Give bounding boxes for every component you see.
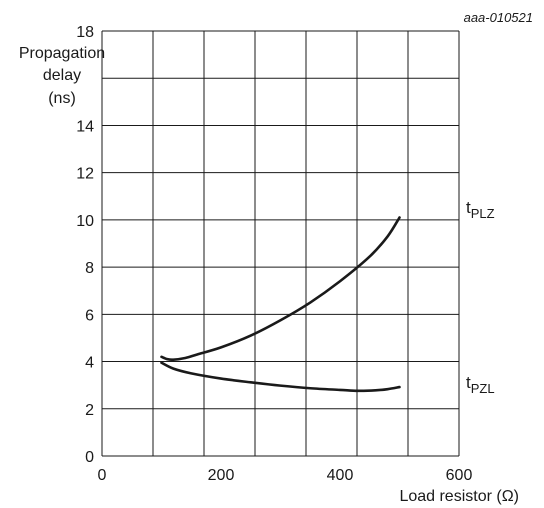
series-label-tplz: tPLZ [466, 198, 495, 221]
x-tick-label: 0 [98, 467, 107, 484]
x-tick-label: 600 [446, 467, 473, 484]
tick-labels: 0 2 4 6 8 10 12 14 18 0 200 400 600 [76, 24, 472, 484]
series-group [160, 216, 401, 393]
series-line-tpzl [160, 361, 401, 393]
series-label-tpzl: tPZL [466, 373, 495, 396]
series-label-tplz-sub: PLZ [471, 206, 495, 221]
y-tick-label: 0 [85, 449, 94, 466]
y-tick-label: 14 [76, 118, 94, 135]
y-tick-label: 4 [85, 355, 94, 372]
y-axis-label-line-2: delay [43, 67, 81, 84]
series-label-tpzl-sub: PZL [471, 381, 495, 396]
x-tick-label: 400 [327, 467, 354, 484]
series-line-tplz [160, 216, 401, 362]
x-axis-label: Load resistor (Ω) [399, 488, 519, 505]
figure-reference: aaa-010521 [464, 10, 533, 25]
y-tick-label: 18 [76, 24, 94, 41]
y-tick-label: 10 [76, 213, 94, 230]
y-tick-label: 12 [76, 166, 94, 183]
y-axis-label-line-3: (ns) [48, 90, 76, 107]
grid [101, 30, 460, 457]
x-tick-label: 200 [208, 467, 235, 484]
series-label-tpzl-main: t [466, 373, 471, 392]
y-axis-label-line-1: Propagation [19, 45, 105, 62]
y-tick-label: 8 [85, 260, 94, 277]
y-tick-label: 6 [85, 307, 94, 324]
series-label-tplz-main: t [466, 198, 471, 217]
y-tick-label: 2 [85, 402, 94, 419]
